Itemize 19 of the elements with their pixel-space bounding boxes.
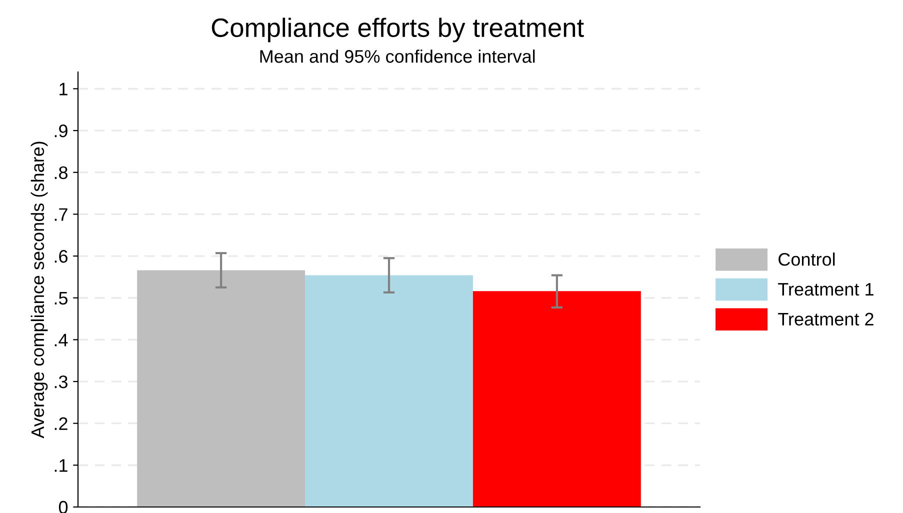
chart-subtitle: Mean and 95% confidence interval <box>260 50 535 63</box>
y-tick-label: 1 <box>60 82 68 96</box>
legend-label: Control <box>778 252 835 266</box>
y-tick-label: .1 <box>54 459 68 472</box>
y-tick-label: .5 <box>54 292 68 305</box>
y-tick-label: .4 <box>54 334 68 346</box>
y-tick-label: .9 <box>54 124 68 138</box>
y-tick-label: .2 <box>54 417 68 430</box>
bar <box>472 291 641 507</box>
y-tick-label: .6 <box>54 250 68 263</box>
y-tick-label: .8 <box>54 166 68 180</box>
y-axis-title: Average compliance seconds (share) <box>30 142 48 438</box>
chart-title: Compliance efforts by treatment <box>212 18 584 42</box>
y-tick-label: .7 <box>54 208 68 221</box>
bar <box>305 275 473 507</box>
legend-label: Treatment 2 <box>778 312 874 326</box>
legend-label: Treatment 1 <box>778 283 874 296</box>
y-tick-label: .3 <box>54 375 68 388</box>
bar <box>137 270 306 507</box>
